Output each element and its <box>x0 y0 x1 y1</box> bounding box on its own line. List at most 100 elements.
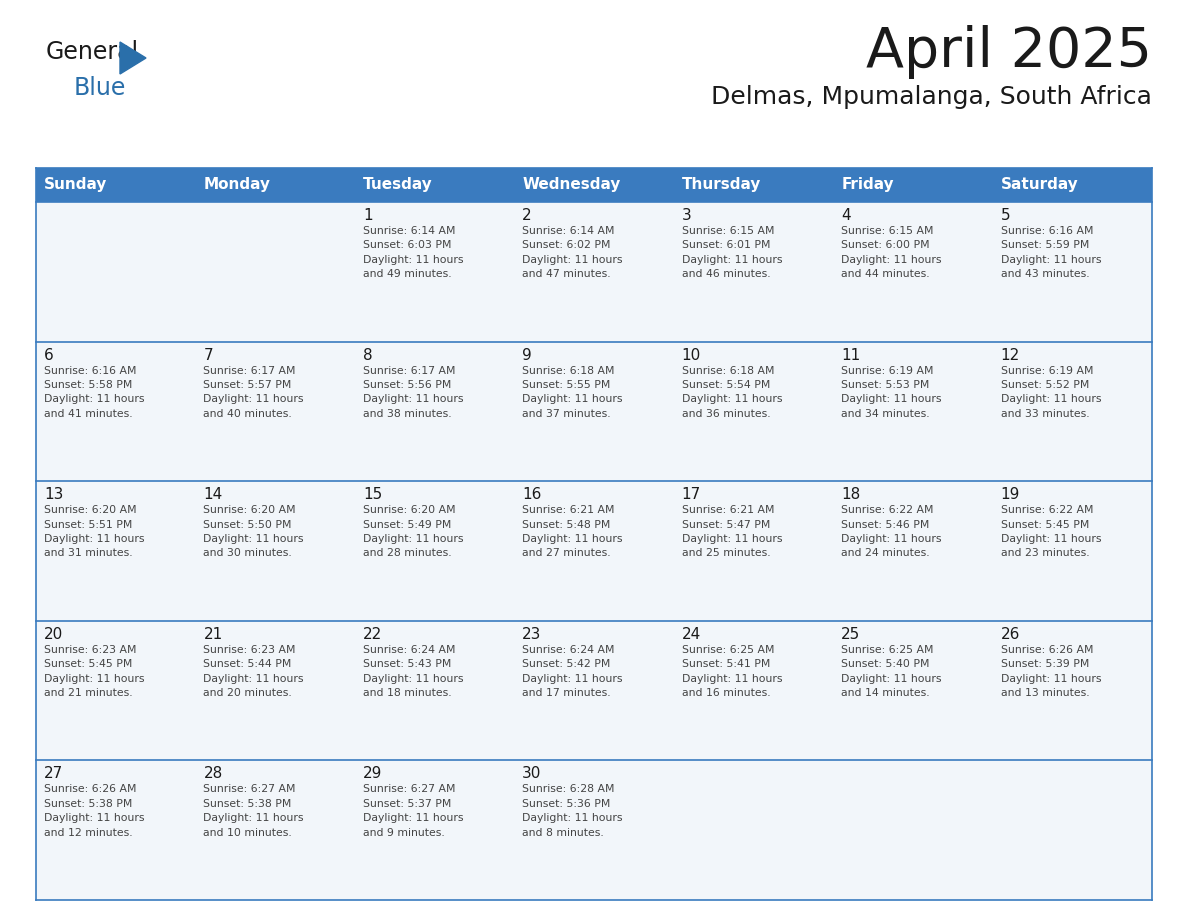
Bar <box>992 760 1152 900</box>
Text: 7: 7 <box>203 348 213 363</box>
Text: 4: 4 <box>841 208 851 223</box>
Text: 15: 15 <box>362 487 383 502</box>
Bar <box>36 341 196 481</box>
Polygon shape <box>120 42 146 74</box>
Text: Sunrise: 6:20 AM
Sunset: 5:51 PM
Daylight: 11 hours
and 31 minutes.: Sunrise: 6:20 AM Sunset: 5:51 PM Dayligh… <box>44 505 145 558</box>
Text: 27: 27 <box>44 767 63 781</box>
Text: 11: 11 <box>841 348 860 363</box>
Bar <box>833 481 992 621</box>
Text: Sunrise: 6:19 AM
Sunset: 5:52 PM
Daylight: 11 hours
and 33 minutes.: Sunrise: 6:19 AM Sunset: 5:52 PM Dayligh… <box>1000 365 1101 419</box>
Text: Sunrise: 6:24 AM
Sunset: 5:42 PM
Daylight: 11 hours
and 17 minutes.: Sunrise: 6:24 AM Sunset: 5:42 PM Dayligh… <box>523 644 623 698</box>
Text: 1: 1 <box>362 208 373 223</box>
Bar <box>674 341 833 481</box>
Text: 2: 2 <box>523 208 532 223</box>
Text: 12: 12 <box>1000 348 1019 363</box>
Text: Sunrise: 6:20 AM
Sunset: 5:50 PM
Daylight: 11 hours
and 30 minutes.: Sunrise: 6:20 AM Sunset: 5:50 PM Dayligh… <box>203 505 304 558</box>
Bar <box>196 168 355 202</box>
Bar <box>196 621 355 760</box>
Text: 5: 5 <box>1000 208 1010 223</box>
Bar <box>514 481 674 621</box>
Text: 29: 29 <box>362 767 383 781</box>
Bar <box>992 341 1152 481</box>
Bar <box>355 760 514 900</box>
Text: 23: 23 <box>523 627 542 642</box>
Text: Sunrise: 6:19 AM
Sunset: 5:53 PM
Daylight: 11 hours
and 34 minutes.: Sunrise: 6:19 AM Sunset: 5:53 PM Dayligh… <box>841 365 942 419</box>
Text: April 2025: April 2025 <box>866 25 1152 79</box>
Text: Sunrise: 6:28 AM
Sunset: 5:36 PM
Daylight: 11 hours
and 8 minutes.: Sunrise: 6:28 AM Sunset: 5:36 PM Dayligh… <box>523 784 623 837</box>
Bar <box>196 481 355 621</box>
Text: Sunrise: 6:14 AM
Sunset: 6:03 PM
Daylight: 11 hours
and 49 minutes.: Sunrise: 6:14 AM Sunset: 6:03 PM Dayligh… <box>362 226 463 279</box>
Bar <box>36 168 196 202</box>
Text: 20: 20 <box>44 627 63 642</box>
Text: 8: 8 <box>362 348 373 363</box>
Text: Blue: Blue <box>74 76 126 100</box>
Text: Sunrise: 6:23 AM
Sunset: 5:45 PM
Daylight: 11 hours
and 21 minutes.: Sunrise: 6:23 AM Sunset: 5:45 PM Dayligh… <box>44 644 145 698</box>
Text: 6: 6 <box>44 348 53 363</box>
Bar <box>833 760 992 900</box>
Text: Sunrise: 6:26 AM
Sunset: 5:39 PM
Daylight: 11 hours
and 13 minutes.: Sunrise: 6:26 AM Sunset: 5:39 PM Dayligh… <box>1000 644 1101 698</box>
Text: Sunday: Sunday <box>44 177 107 193</box>
Text: Sunrise: 6:21 AM
Sunset: 5:48 PM
Daylight: 11 hours
and 27 minutes.: Sunrise: 6:21 AM Sunset: 5:48 PM Dayligh… <box>523 505 623 558</box>
Text: Sunrise: 6:25 AM
Sunset: 5:41 PM
Daylight: 11 hours
and 16 minutes.: Sunrise: 6:25 AM Sunset: 5:41 PM Dayligh… <box>682 644 782 698</box>
Text: Sunrise: 6:21 AM
Sunset: 5:47 PM
Daylight: 11 hours
and 25 minutes.: Sunrise: 6:21 AM Sunset: 5:47 PM Dayligh… <box>682 505 782 558</box>
Text: 26: 26 <box>1000 627 1020 642</box>
Bar <box>196 202 355 341</box>
Text: General: General <box>46 40 139 64</box>
Text: Sunrise: 6:22 AM
Sunset: 5:46 PM
Daylight: 11 hours
and 24 minutes.: Sunrise: 6:22 AM Sunset: 5:46 PM Dayligh… <box>841 505 942 558</box>
Bar <box>674 202 833 341</box>
Text: 3: 3 <box>682 208 691 223</box>
Bar <box>674 621 833 760</box>
Bar <box>355 202 514 341</box>
Text: 16: 16 <box>523 487 542 502</box>
Bar <box>514 621 674 760</box>
Text: 30: 30 <box>523 767 542 781</box>
Bar <box>833 341 992 481</box>
Bar <box>992 621 1152 760</box>
Text: 17: 17 <box>682 487 701 502</box>
Text: Sunrise: 6:15 AM
Sunset: 6:01 PM
Daylight: 11 hours
and 46 minutes.: Sunrise: 6:15 AM Sunset: 6:01 PM Dayligh… <box>682 226 782 279</box>
Bar <box>355 168 514 202</box>
Text: Sunrise: 6:22 AM
Sunset: 5:45 PM
Daylight: 11 hours
and 23 minutes.: Sunrise: 6:22 AM Sunset: 5:45 PM Dayligh… <box>1000 505 1101 558</box>
Text: Sunrise: 6:17 AM
Sunset: 5:57 PM
Daylight: 11 hours
and 40 minutes.: Sunrise: 6:17 AM Sunset: 5:57 PM Dayligh… <box>203 365 304 419</box>
Bar <box>833 621 992 760</box>
Text: Wednesday: Wednesday <box>523 177 620 193</box>
Bar <box>514 168 674 202</box>
Text: Sunrise: 6:27 AM
Sunset: 5:38 PM
Daylight: 11 hours
and 10 minutes.: Sunrise: 6:27 AM Sunset: 5:38 PM Dayligh… <box>203 784 304 837</box>
Bar <box>355 481 514 621</box>
Text: 10: 10 <box>682 348 701 363</box>
Text: 19: 19 <box>1000 487 1020 502</box>
Text: 28: 28 <box>203 767 222 781</box>
Text: 9: 9 <box>523 348 532 363</box>
Text: Tuesday: Tuesday <box>362 177 432 193</box>
Text: 21: 21 <box>203 627 222 642</box>
Text: Saturday: Saturday <box>1000 177 1079 193</box>
Bar <box>196 341 355 481</box>
Bar <box>992 202 1152 341</box>
Bar <box>36 621 196 760</box>
Text: Sunrise: 6:17 AM
Sunset: 5:56 PM
Daylight: 11 hours
and 38 minutes.: Sunrise: 6:17 AM Sunset: 5:56 PM Dayligh… <box>362 365 463 419</box>
Text: 24: 24 <box>682 627 701 642</box>
Bar <box>514 341 674 481</box>
Text: 18: 18 <box>841 487 860 502</box>
Text: Delmas, Mpumalanga, South Africa: Delmas, Mpumalanga, South Africa <box>712 85 1152 109</box>
Text: Monday: Monday <box>203 177 271 193</box>
Text: Sunrise: 6:18 AM
Sunset: 5:54 PM
Daylight: 11 hours
and 36 minutes.: Sunrise: 6:18 AM Sunset: 5:54 PM Dayligh… <box>682 365 782 419</box>
Text: 14: 14 <box>203 487 222 502</box>
Text: Sunrise: 6:16 AM
Sunset: 5:59 PM
Daylight: 11 hours
and 43 minutes.: Sunrise: 6:16 AM Sunset: 5:59 PM Dayligh… <box>1000 226 1101 279</box>
Bar <box>355 621 514 760</box>
Bar <box>514 760 674 900</box>
Text: Sunrise: 6:26 AM
Sunset: 5:38 PM
Daylight: 11 hours
and 12 minutes.: Sunrise: 6:26 AM Sunset: 5:38 PM Dayligh… <box>44 784 145 837</box>
Text: Sunrise: 6:18 AM
Sunset: 5:55 PM
Daylight: 11 hours
and 37 minutes.: Sunrise: 6:18 AM Sunset: 5:55 PM Dayligh… <box>523 365 623 419</box>
Text: 22: 22 <box>362 627 383 642</box>
Text: Sunrise: 6:23 AM
Sunset: 5:44 PM
Daylight: 11 hours
and 20 minutes.: Sunrise: 6:23 AM Sunset: 5:44 PM Dayligh… <box>203 644 304 698</box>
Bar <box>514 202 674 341</box>
Text: Sunrise: 6:25 AM
Sunset: 5:40 PM
Daylight: 11 hours
and 14 minutes.: Sunrise: 6:25 AM Sunset: 5:40 PM Dayligh… <box>841 644 942 698</box>
Text: Thursday: Thursday <box>682 177 762 193</box>
Text: Sunrise: 6:27 AM
Sunset: 5:37 PM
Daylight: 11 hours
and 9 minutes.: Sunrise: 6:27 AM Sunset: 5:37 PM Dayligh… <box>362 784 463 837</box>
Bar <box>674 168 833 202</box>
Text: Sunrise: 6:24 AM
Sunset: 5:43 PM
Daylight: 11 hours
and 18 minutes.: Sunrise: 6:24 AM Sunset: 5:43 PM Dayligh… <box>362 644 463 698</box>
Bar <box>355 341 514 481</box>
Bar <box>833 202 992 341</box>
Bar <box>992 481 1152 621</box>
Text: Sunrise: 6:20 AM
Sunset: 5:49 PM
Daylight: 11 hours
and 28 minutes.: Sunrise: 6:20 AM Sunset: 5:49 PM Dayligh… <box>362 505 463 558</box>
